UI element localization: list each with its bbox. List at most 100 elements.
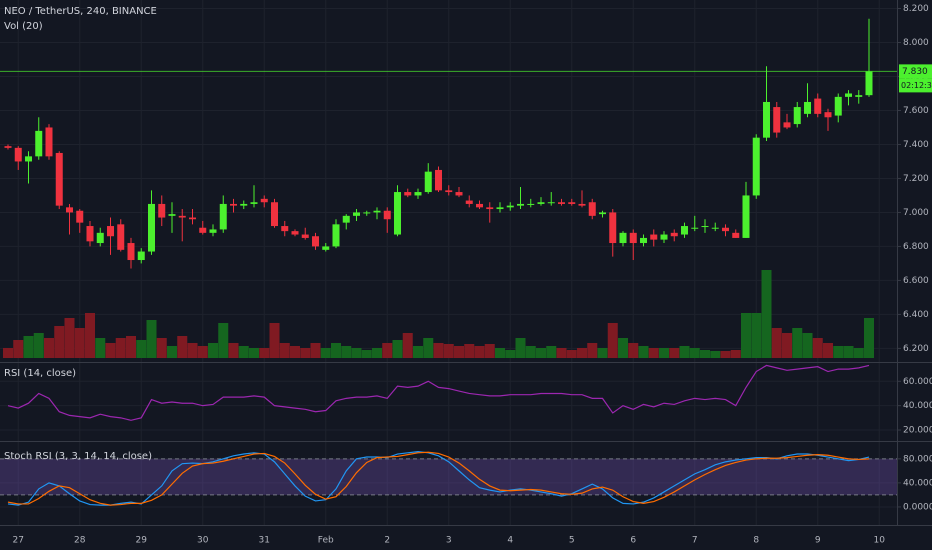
volume-bar — [13, 340, 24, 358]
candle-body — [148, 203, 155, 252]
x-tick-label: Feb — [318, 536, 334, 546]
volume-bar — [146, 320, 157, 358]
candle-body — [732, 232, 740, 238]
x-tick-label: 10 — [874, 536, 886, 546]
candle-body — [650, 234, 658, 240]
x-tick-label: 30 — [197, 536, 209, 546]
candle-body — [209, 229, 217, 233]
candle-body — [404, 192, 412, 196]
y-tick-label: 6.600 — [903, 276, 929, 286]
candle-body — [127, 243, 135, 261]
candle-body — [332, 224, 340, 247]
candle-body — [291, 231, 299, 235]
candle-body — [35, 130, 43, 157]
candle-body — [383, 210, 391, 220]
candle-body — [271, 202, 278, 227]
candle-body — [711, 227, 719, 229]
y-tick-label: 6.200 — [903, 344, 929, 354]
candle-body — [619, 232, 627, 244]
candle-body — [855, 95, 863, 97]
candle-body — [158, 203, 166, 218]
marks — [0, 18, 897, 506]
candle-body — [568, 202, 576, 204]
candle-body — [373, 210, 381, 213]
countdown-badge — [899, 78, 932, 93]
y-tick-label: 60.0000 — [903, 377, 932, 387]
candle-body — [86, 226, 94, 242]
volume-bar — [751, 313, 762, 358]
candle-body — [96, 232, 104, 244]
candle-body — [527, 203, 535, 205]
candle-body — [189, 217, 196, 220]
y-tick-label: 7.400 — [903, 140, 929, 150]
candle-body — [804, 101, 811, 114]
candle-body — [281, 226, 289, 232]
x-tick-label: 3 — [446, 536, 452, 546]
candle-body — [445, 190, 453, 193]
candle-body — [4, 146, 12, 148]
chart-title: NEO / TetherUS, 240, BINANCE — [4, 6, 157, 17]
candle-body — [578, 203, 586, 206]
candle-body — [486, 207, 494, 210]
candle-body — [250, 202, 258, 204]
volume-bar — [812, 338, 823, 358]
volume-bar — [392, 340, 403, 358]
candle-body — [465, 200, 473, 204]
x-tick-label: 28 — [74, 536, 86, 546]
volume-bar — [115, 338, 126, 358]
volume-bar — [372, 348, 382, 358]
candle-body — [240, 203, 248, 206]
x-tick-label: 31 — [259, 536, 270, 546]
volume-bar — [443, 344, 454, 358]
volume-bar — [659, 348, 669, 358]
volume-bar — [730, 350, 741, 358]
candle-body — [517, 203, 524, 206]
volume-bar — [802, 333, 813, 358]
candle-body — [609, 212, 617, 244]
volume-bar — [3, 348, 13, 358]
candle-body — [342, 215, 350, 223]
candle-body — [260, 198, 268, 203]
candle-body — [742, 195, 750, 238]
candle-body — [363, 212, 371, 214]
volume-bar — [484, 344, 495, 358]
volume-bar — [95, 338, 106, 358]
volume-bar — [238, 346, 249, 358]
volume-bar — [648, 348, 659, 358]
candle-body — [701, 226, 709, 228]
candle-body — [547, 202, 555, 204]
candle-body — [496, 207, 504, 210]
y-tick-label: 7.600 — [903, 106, 929, 116]
candle-body — [722, 227, 729, 232]
x-tick-label: 9 — [815, 536, 821, 546]
candle-body — [219, 203, 227, 230]
candle-body — [824, 112, 832, 118]
volume-bar — [638, 346, 649, 358]
volume-bar — [33, 333, 44, 358]
candle-body — [752, 137, 760, 196]
volume-bar — [495, 348, 505, 358]
volume-bar — [577, 348, 587, 358]
volume-bar — [771, 328, 782, 358]
volume-bar — [843, 346, 854, 358]
volume-bar — [833, 346, 844, 358]
volume-bar — [433, 343, 444, 358]
volume-bar — [525, 346, 536, 358]
candle-body — [670, 232, 678, 237]
candle-body — [424, 171, 432, 193]
countdown: 02:12:31 — [901, 81, 932, 90]
volume-bar — [320, 348, 331, 358]
last-price-label: 7.830 — [902, 67, 928, 77]
candle-body — [681, 226, 688, 235]
candle-body — [55, 152, 63, 206]
volume-bar — [351, 348, 362, 358]
volume-bar — [853, 348, 864, 358]
indicator-line — [7, 364, 870, 421]
candle-body — [322, 246, 330, 250]
volume-bar — [792, 328, 803, 358]
volume-bar — [300, 348, 311, 358]
volume-bar — [823, 343, 833, 358]
candle-body — [455, 192, 463, 196]
candle-body — [814, 98, 822, 114]
